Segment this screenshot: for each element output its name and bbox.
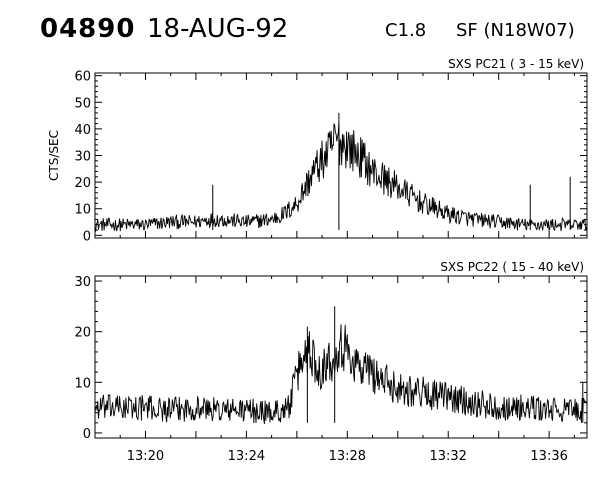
panel-title: SXS PC22 ( 15 - 40 keV) [440, 260, 584, 274]
plot-frame [94, 275, 588, 439]
panel-1: 0 10 20 30 40 50 60 SXS PC21 ( 3 - 15 keV) CTS/S… [47, 57, 588, 244]
series-line [95, 324, 587, 425]
x-tick-label: 13:36 [530, 449, 567, 464]
y-tick-label: 10 [74, 376, 91, 391]
flare-info-label: SF (N18W07) [456, 20, 575, 41]
y-tick-label: 0 [83, 427, 91, 442]
y-tick-label: 50 [74, 96, 91, 111]
event-date-label: 18-AUG-92 [147, 14, 289, 44]
y-tick-label: 30 [74, 275, 91, 290]
panel-title: SXS PC21 ( 3 - 15 keV) [448, 57, 584, 71]
y-tick-label: 20 [74, 326, 91, 341]
y-tick-label: 0 [83, 229, 91, 244]
panel-2: 0 10 20 30 13:20 13:24 13:28 13:32 13:36 SXS PC22… [74, 260, 588, 464]
x-tick-label: 13:28 [329, 449, 366, 464]
y-tick-label: 60 [74, 70, 91, 85]
x-tick-label: 13:20 [127, 449, 164, 464]
y-axis-label: CTS/SEC [47, 130, 61, 181]
y-tick-label: 30 [74, 150, 91, 165]
y-tick-label: 20 [74, 176, 91, 191]
x-tick-label: 13:32 [429, 449, 466, 464]
goes-class-label: C1.8 [385, 20, 427, 41]
series-line [95, 123, 587, 232]
event-id-label: 04890 [40, 14, 136, 44]
x-tick-label: 13:24 [228, 449, 265, 464]
y-tick-label: 40 [74, 123, 91, 138]
y-tick-label: 10 [74, 203, 91, 218]
